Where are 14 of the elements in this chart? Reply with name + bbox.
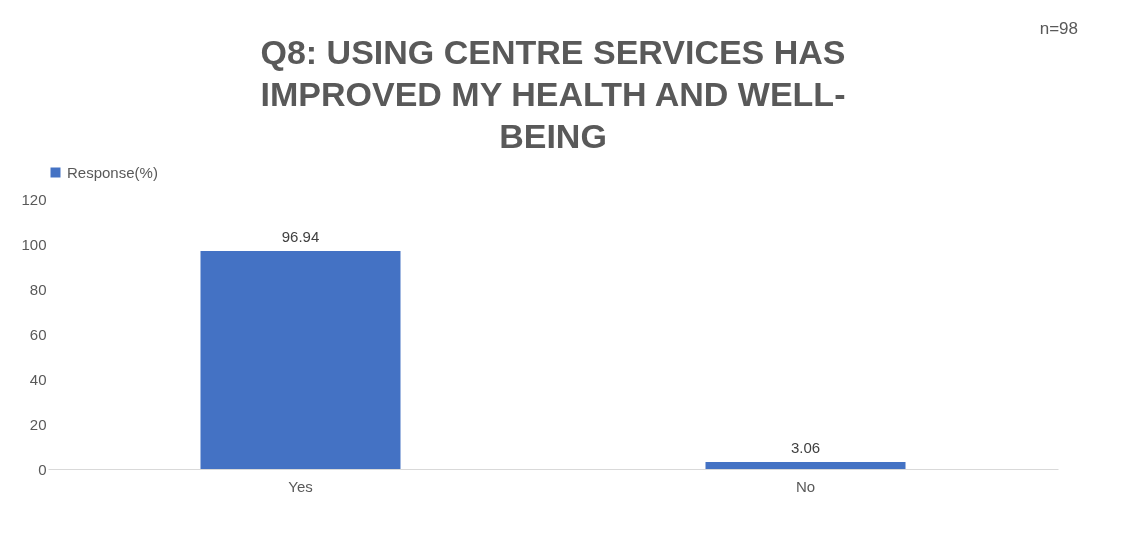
y-tick-label: 60 — [29, 325, 47, 343]
y-tick-label: 100 — [21, 235, 47, 253]
x-tick-label: Yes — [288, 477, 313, 495]
data-label: 3.06 — [790, 439, 821, 457]
text: n=98 — [1039, 19, 1078, 38]
data-label: 96.94 — [281, 227, 320, 245]
y-tick-label: 120 — [21, 190, 47, 208]
chart-title: Q8: USING CENTRE SERVICES HAS IMPROVED MY HEALTH AND WELL-BEING — [260, 33, 846, 155]
legend-label: Response(%) — [67, 163, 158, 181]
x-tick-label: No — [795, 477, 816, 495]
y-tick-label: 0 — [38, 460, 47, 478]
y-tick-label: 20 — [29, 415, 47, 433]
y-tick-label: 80 — [29, 280, 47, 298]
y-tick-label: 40 — [29, 370, 47, 388]
